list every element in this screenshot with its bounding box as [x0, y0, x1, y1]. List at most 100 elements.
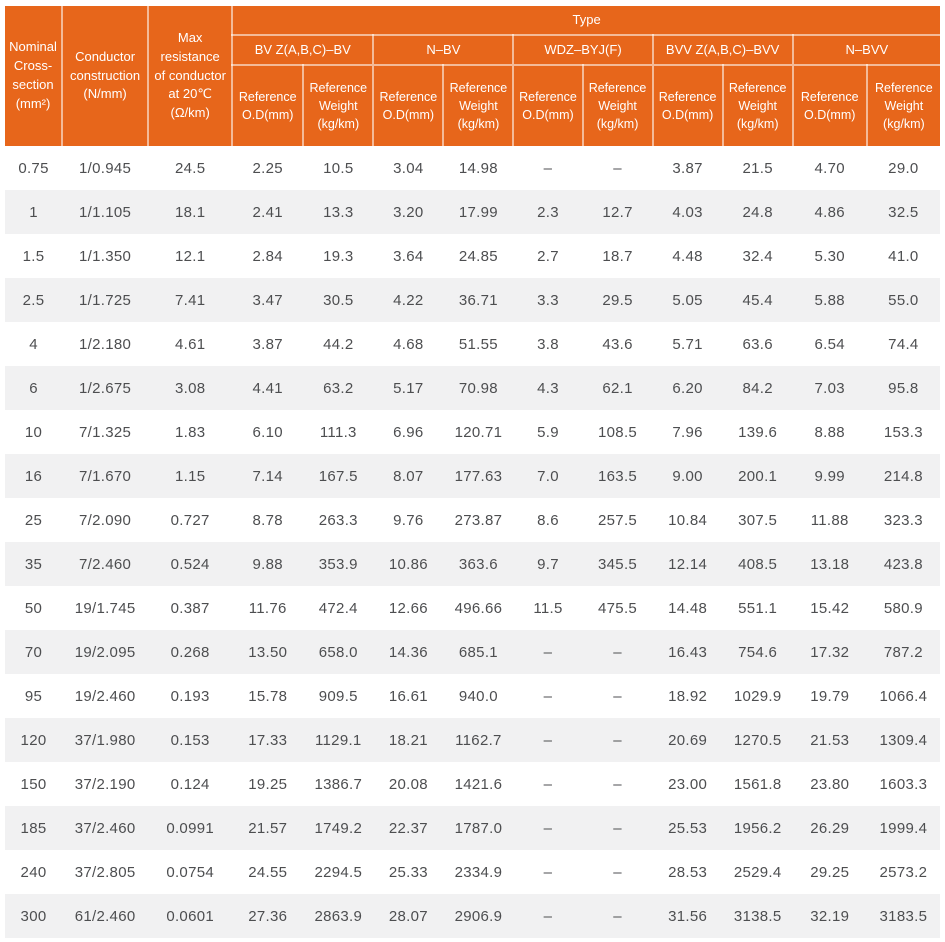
- table-cell: 13.18: [810, 555, 850, 573]
- table-cell: 25: [24, 511, 43, 529]
- table-cell: 1309.4: [879, 731, 928, 749]
- table-cell: 11.5: [533, 599, 563, 617]
- table-cell: –: [543, 819, 553, 837]
- table-row: 185 37/2.460 0.0991 21.57 1749.2 22.37 1787.0 –…: [5, 806, 940, 850]
- table-cell: 472.4: [318, 599, 358, 617]
- table-cell: 24.8: [742, 203, 773, 221]
- table-cell: 496.66: [454, 599, 503, 617]
- table-cell: 74.4: [888, 335, 919, 353]
- table-cell: 44.2: [323, 335, 354, 353]
- table-cell: 24.85: [458, 247, 498, 265]
- table-cell: 263.3: [318, 511, 358, 529]
- table-cell: 111.3: [319, 423, 357, 441]
- table-cell: 17.32: [810, 643, 850, 661]
- table-cell: 2.7: [537, 247, 559, 265]
- table-cell: 3183.5: [879, 907, 928, 925]
- table-cell: 50: [24, 599, 43, 617]
- table-cell: 1/2.675: [79, 379, 132, 397]
- table-cell: 31.56: [668, 907, 708, 925]
- table-cell: 26.29: [810, 819, 850, 837]
- table-cell: 423.8: [883, 555, 923, 573]
- table-row: 95 19/2.460 0.193 15.78 909.5 16.61 940.0 – – 18.…: [5, 674, 940, 718]
- table-header: Nominal Cross- section (mm²) Conductor c…: [5, 6, 940, 146]
- table-cell: 9.99: [814, 467, 845, 485]
- table-cell: 2.84: [252, 247, 283, 265]
- table-cell: 13.50: [248, 643, 288, 661]
- table-cell: 19.79: [810, 687, 850, 705]
- table-cell: 17.99: [458, 203, 498, 221]
- table-cell: –: [613, 643, 622, 661]
- table-cell: 787.2: [883, 643, 923, 661]
- table-cell: 6.96: [393, 423, 424, 441]
- table-cell: 120.71: [454, 423, 503, 441]
- table-cell: 4.03: [672, 203, 703, 221]
- table-cell: 0.153: [170, 731, 210, 749]
- table-cell: 1.83: [174, 423, 206, 441]
- table-cell: 9.7: [537, 555, 559, 573]
- table-cell: 120: [20, 731, 47, 749]
- table-cell: 37/2.805: [74, 863, 136, 881]
- table-cell: 1066.4: [879, 687, 928, 705]
- table-cell: 1421.6: [454, 775, 503, 793]
- table-cell: 1029.9: [733, 687, 782, 705]
- table-cell: 10.84: [668, 511, 708, 529]
- table-cell: 6.54: [814, 335, 845, 353]
- table-cell: 7.14: [252, 467, 283, 485]
- table-cell: 1/1.725: [79, 291, 132, 309]
- table-cell: 9.00: [672, 467, 703, 485]
- table-cell: 10.86: [388, 555, 428, 573]
- table-cell: 3.47: [252, 291, 283, 309]
- header-ref-od-n-bv: Reference O.D(mm): [372, 65, 444, 146]
- table-cell: 108.5: [598, 423, 638, 441]
- table-cell: –: [613, 159, 622, 177]
- table-cell: 21.53: [810, 731, 850, 749]
- table-cell: 55.0: [888, 291, 919, 309]
- table-cell: 0.75: [18, 159, 49, 177]
- table-cell: 0.727: [170, 511, 210, 529]
- table-cell: 45.4: [742, 291, 773, 309]
- table-cell: 14.98: [458, 159, 498, 177]
- table-cell: 185: [20, 819, 47, 837]
- table-cell: 200.1: [738, 467, 778, 485]
- table-cell: 150: [20, 775, 47, 793]
- table-cell: 32.5: [888, 203, 919, 221]
- table-cell: 2906.9: [454, 907, 503, 925]
- table-cell: 4.48: [672, 247, 703, 265]
- table-cell: 4.3: [537, 379, 559, 397]
- table-cell: 7.41: [174, 291, 206, 309]
- table-row: 10 7/1.325 1.83 6.10 111.3 6.96 120.71 5.9 108.5…: [5, 410, 940, 454]
- table-cell: 3138.5: [733, 907, 782, 925]
- table-cell: 257.5: [598, 511, 638, 529]
- table-cell: 84.2: [742, 379, 773, 397]
- table-cell: 14.36: [388, 643, 428, 661]
- table-cell: 16.61: [388, 687, 428, 705]
- table-cell: 167.5: [318, 467, 358, 485]
- table-cell: 6.20: [672, 379, 703, 397]
- table-cell: –: [543, 907, 553, 925]
- header-nominal-cross-section: Nominal Cross- section (mm²): [5, 6, 63, 146]
- table-cell: 3.20: [393, 203, 424, 221]
- table-cell: 273.87: [454, 511, 503, 529]
- table-cell: 1/0.945: [79, 159, 132, 177]
- table-cell: 1129.1: [315, 731, 362, 749]
- table-cell: 2.25: [252, 159, 283, 177]
- table-cell: 240: [20, 863, 47, 881]
- table-row: 70 19/2.095 0.268 13.50 658.0 14.36 685.1 – – 16.…: [5, 630, 940, 674]
- table-cell: 214.8: [883, 467, 923, 485]
- table-cell: 139.6: [738, 423, 778, 441]
- table-cell: 32.19: [810, 907, 850, 925]
- header-type: Type: [231, 6, 940, 36]
- table-cell: 0.0601: [166, 907, 214, 925]
- table-cell: 16: [24, 467, 43, 485]
- table-cell: 5.9: [537, 423, 559, 441]
- table-cell: 20.08: [388, 775, 428, 793]
- table-cell: 51.55: [458, 335, 498, 353]
- table-cell: 0.268: [170, 643, 210, 661]
- table-cell: 18.7: [602, 247, 633, 265]
- table-cell: –: [613, 731, 622, 749]
- table-row: 1.5 1/1.350 12.1 2.84 19.3 3.64 24.85 2.7 18.7 4.…: [5, 234, 940, 278]
- table-cell: 70: [24, 643, 43, 661]
- table-cell: 95: [24, 687, 43, 705]
- table-cell: 2.41: [252, 203, 283, 221]
- table-cell: –: [613, 775, 622, 793]
